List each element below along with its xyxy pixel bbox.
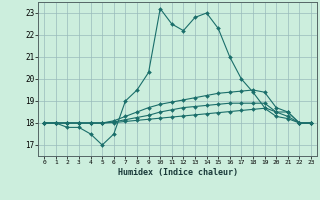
X-axis label: Humidex (Indice chaleur): Humidex (Indice chaleur)	[118, 168, 238, 177]
